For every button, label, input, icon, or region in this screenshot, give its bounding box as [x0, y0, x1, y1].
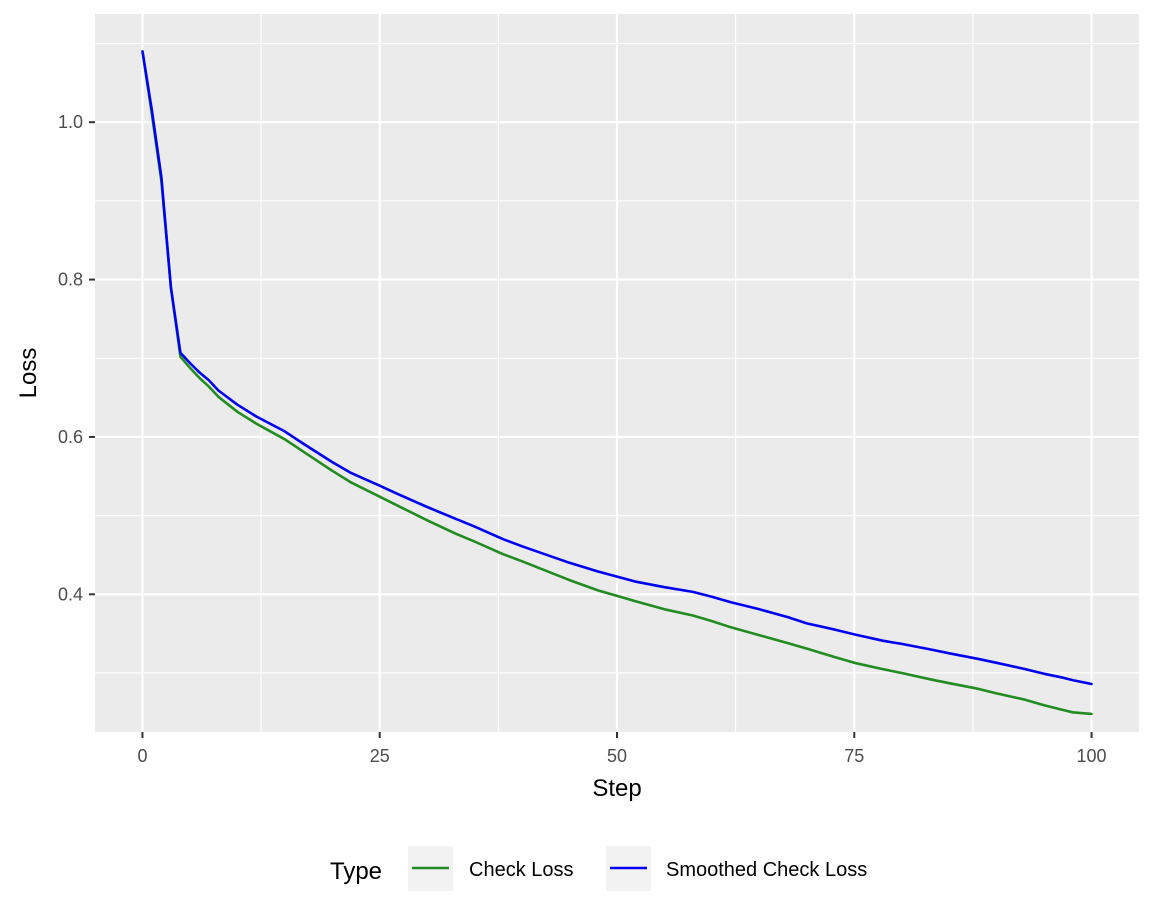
check-loss-line: [141, 50, 1093, 716]
legend-label-check-loss: Check Loss: [469, 859, 574, 881]
legend: Type Check Loss Smoothed Check Loss: [330, 846, 867, 891]
y-tick-label: 0.6: [58, 427, 83, 447]
legend-title: Type: [330, 858, 382, 885]
legend-label-smoothed-check-loss: Smoothed Check Loss: [666, 859, 867, 881]
y-axis-ticks: 0.4 0.6 0.8 1.0: [58, 112, 95, 604]
x-tick-label: 100: [1077, 746, 1107, 766]
y-tick-label: 0.8: [58, 270, 83, 290]
smoothed-check-loss-line: [141, 50, 1093, 686]
x-tick-label: 25: [370, 746, 390, 766]
y-tick-label: 0.4: [58, 584, 83, 604]
major-gridlines: [95, 14, 1139, 732]
series-lines: [141, 50, 1093, 716]
y-tick-label: 1.0: [58, 112, 83, 132]
x-axis-title: Step: [592, 775, 641, 802]
y-axis-title: Loss: [15, 348, 42, 399]
x-tick-label: 75: [844, 746, 864, 766]
x-tick-label: 0: [137, 746, 147, 766]
x-axis-ticks: 0 25 50 75 100: [137, 732, 1107, 766]
x-tick-label: 50: [607, 746, 627, 766]
